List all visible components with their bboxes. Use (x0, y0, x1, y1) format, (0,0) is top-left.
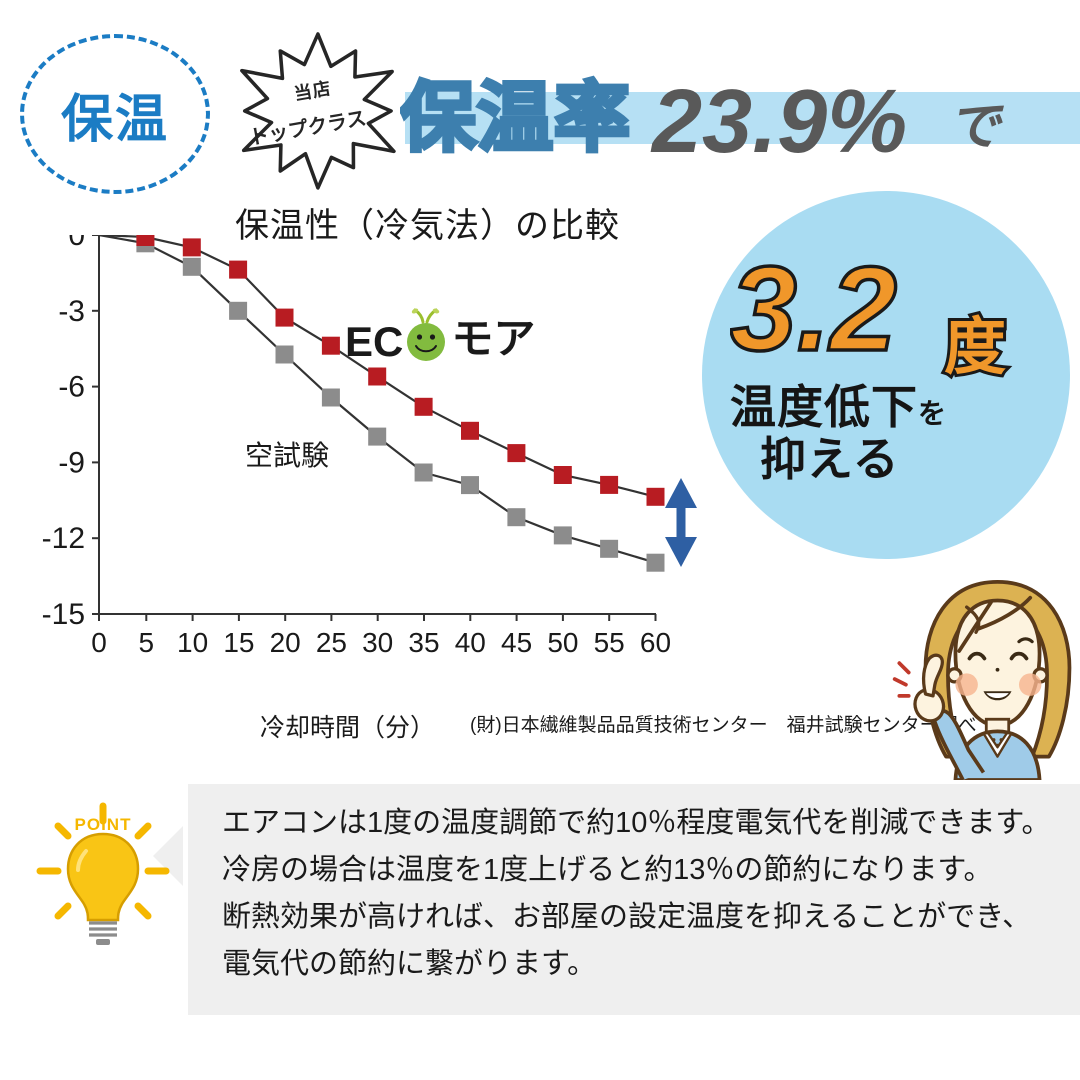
svg-text:保温率: 保温率 (400, 76, 631, 161)
svg-text:5: 5 (139, 627, 155, 658)
svg-text:0: 0 (68, 235, 85, 252)
svg-text:で: で (948, 98, 1004, 156)
svg-text:POINT: POINT (75, 815, 132, 834)
svg-text:-15: -15 (42, 598, 85, 631)
svg-text:30: 30 (362, 627, 393, 658)
svg-text:25: 25 (316, 627, 347, 658)
svg-text:45: 45 (501, 627, 532, 658)
svg-text:15: 15 (223, 627, 254, 658)
svg-text:0: 0 (91, 627, 107, 658)
svg-text:-12: -12 (42, 522, 85, 555)
svg-text:3.2: 3.2 (730, 250, 897, 376)
svg-text:55: 55 (594, 627, 625, 658)
svg-text:10: 10 (177, 627, 208, 658)
svg-text:35: 35 (408, 627, 439, 658)
svg-text:23.9%: 23.9% (650, 72, 907, 172)
svg-text:60: 60 (640, 627, 671, 658)
svg-text:-6: -6 (58, 371, 85, 404)
svg-text:-9: -9 (58, 446, 85, 479)
svg-text:40: 40 (455, 627, 486, 658)
svg-text:空試験: 空試験 (245, 440, 329, 471)
svg-text:-3: -3 (58, 295, 85, 328)
svg-text:50: 50 (547, 627, 578, 658)
svg-text:度: 度 (944, 313, 1006, 380)
svg-text:20: 20 (270, 627, 301, 658)
